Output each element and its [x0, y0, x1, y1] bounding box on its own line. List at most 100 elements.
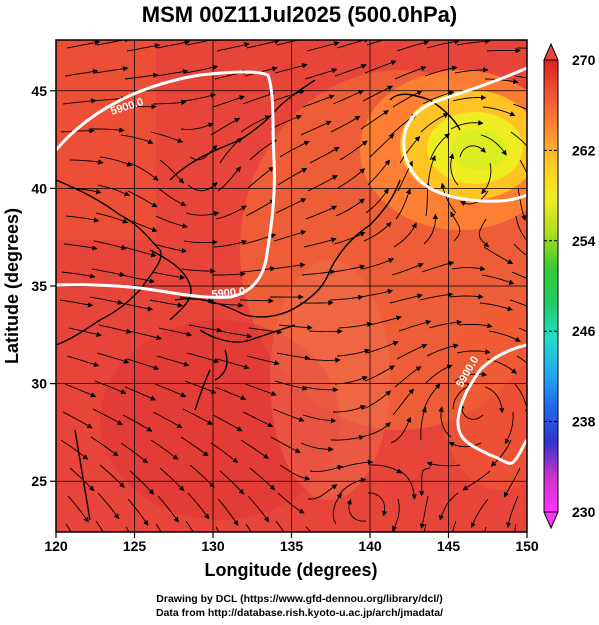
streamline	[391, 262, 424, 276]
streamline	[68, 327, 102, 337]
streamline	[245, 523, 252, 532]
streamline	[452, 94, 487, 102]
streamline	[182, 408, 213, 425]
streamline	[364, 365, 395, 382]
streamline	[246, 355, 280, 366]
streamline	[331, 264, 366, 273]
streamline	[338, 321, 373, 329]
streamline	[276, 40, 310, 46]
streamline	[399, 135, 421, 164]
streamline	[189, 464, 215, 488]
streamline	[184, 380, 217, 394]
streamline	[307, 175, 338, 192]
colorbar-max-triangle	[543, 42, 559, 61]
contour-label: 5900.0	[211, 286, 246, 301]
streamline	[300, 120, 332, 136]
x-tick-label: 140	[358, 538, 382, 554]
streamline	[362, 390, 392, 410]
streamline	[185, 520, 194, 532]
colorbar-tick-label: 254	[572, 233, 596, 249]
streamline	[278, 324, 313, 331]
streamline	[122, 414, 153, 432]
colorbar-bar	[543, 59, 559, 513]
y-tick-label: 40	[31, 180, 47, 196]
streamline	[359, 288, 394, 298]
streamline	[329, 294, 364, 301]
streamline	[419, 495, 429, 530]
streamline	[189, 144, 218, 161]
map-figure: 5900.0 5900.0 5900.0 120 125 130 135 140 145 1…	[2, 39, 596, 580]
streamline	[425, 182, 431, 217]
streamline	[394, 366, 422, 388]
streamline	[159, 467, 185, 492]
streamline	[479, 302, 514, 312]
streamline	[67, 495, 89, 523]
streamline	[302, 94, 335, 108]
streamline	[91, 268, 126, 278]
streamline	[218, 330, 253, 339]
streamline	[301, 269, 336, 276]
streamline	[64, 68, 99, 77]
streamline	[129, 162, 159, 181]
streamline	[273, 230, 307, 242]
streamline	[150, 439, 179, 460]
streamline	[302, 414, 337, 424]
colorbar-tick-label: 262	[572, 142, 596, 158]
colorbar-tick-label: 230	[572, 504, 596, 520]
streamline	[90, 436, 119, 457]
streamline	[419, 291, 454, 301]
streamline	[459, 190, 489, 206]
streamline	[274, 63, 308, 74]
x-tick-label: 125	[123, 538, 147, 554]
y-axis-label: Latitude (degrees)	[2, 208, 22, 364]
streamline	[153, 243, 187, 254]
streamline	[216, 358, 250, 370]
streamline	[209, 302, 244, 308]
streamline	[272, 408, 305, 422]
streamline	[362, 85, 394, 102]
streamline	[454, 67, 489, 74]
streamline	[456, 349, 491, 355]
streamline	[275, 198, 307, 214]
streamline	[247, 495, 270, 523]
colorbar-tick-label: 238	[572, 414, 596, 430]
streamline	[307, 484, 338, 500]
streamline	[210, 117, 241, 136]
contour-line-southeast	[456, 343, 527, 465]
streamline	[183, 239, 218, 246]
colorbar-tick-label: 246	[572, 323, 596, 339]
streamline	[69, 467, 95, 492]
streamline	[478, 218, 490, 248]
streamline	[246, 40, 280, 49]
streamline	[187, 492, 210, 520]
streamline	[503, 467, 521, 498]
streamlines	[59, 40, 527, 532]
streamline	[249, 139, 277, 161]
streamline	[67, 187, 102, 195]
streamline	[488, 330, 521, 342]
streamline	[369, 133, 395, 158]
streamline	[512, 103, 527, 110]
streamline	[240, 439, 269, 459]
contour-line-west	[56, 70, 276, 299]
streamline	[65, 215, 100, 223]
streamline	[439, 492, 459, 521]
streamline	[126, 43, 161, 52]
x-axis-label: Longitude (degrees)	[204, 560, 377, 580]
streamline	[126, 358, 160, 371]
streamline	[449, 293, 484, 300]
streamline	[459, 145, 487, 158]
streamline	[304, 386, 339, 393]
streamline	[454, 371, 488, 382]
streamline	[470, 498, 489, 529]
streamline	[212, 95, 246, 108]
streamline	[279, 140, 310, 158]
streamline	[309, 464, 344, 473]
streamline	[63, 243, 98, 251]
streamline	[462, 470, 491, 491]
streamline	[244, 383, 277, 397]
streamline	[396, 343, 428, 360]
streamline	[392, 388, 415, 416]
y-tick-label: 30	[31, 376, 47, 392]
streamline	[367, 159, 391, 186]
